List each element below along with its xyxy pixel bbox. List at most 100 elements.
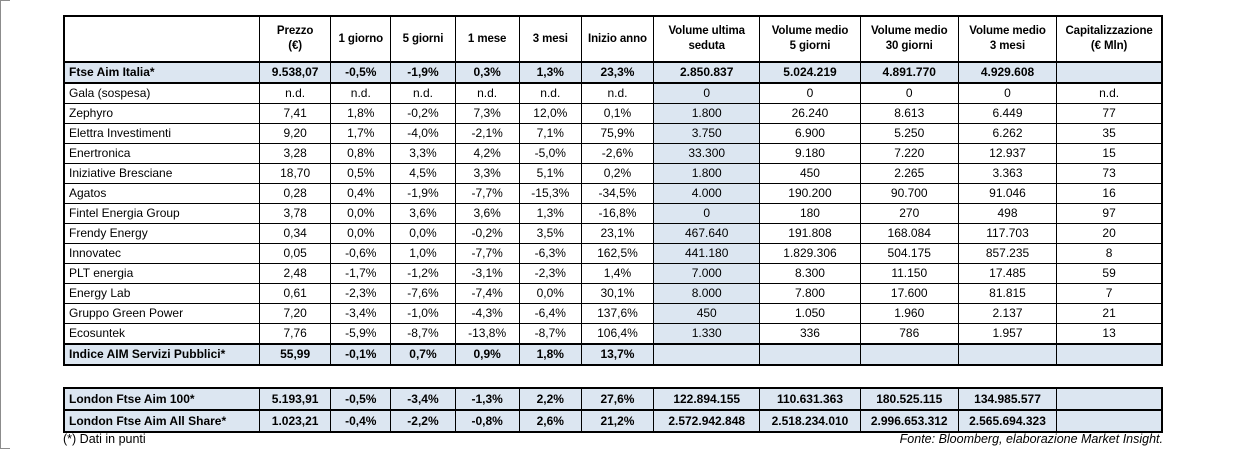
cell-g5: 0,7% <box>390 343 456 366</box>
cell-ytd: -16,8% <box>580 203 655 224</box>
cell-cap: 8 <box>1056 243 1163 264</box>
cell-ytd: 23,1% <box>580 223 655 244</box>
column-header-g5: 5 giorni <box>390 15 456 63</box>
cell-vol_30g: 90.700 <box>859 183 959 204</box>
row-label: Ftse Aim Italia* <box>63 61 261 84</box>
cell-prezzo: 7,76 <box>259 323 332 345</box>
footer: (*) Dati in punti Fonte: Bloomberg, elab… <box>63 432 1163 446</box>
cell-m1: -0,8% <box>454 409 520 433</box>
table-row: London Ftse Aim 100* 5.193,91 -0,5% -3,4% -1… <box>63 387 1163 411</box>
cell-prezzo: 1.023,21 <box>259 409 332 433</box>
cell-vol_5g: 110.631.363 <box>759 387 861 411</box>
cell-vol_ultima: 7.000 <box>653 263 761 284</box>
row-label: Energy Lab <box>63 283 261 304</box>
cell-ytd: 137,6% <box>580 303 655 324</box>
cell-m3: -8,7% <box>518 323 582 345</box>
cell-g1: -1,7% <box>330 263 392 284</box>
cell-vol_5g: 0 <box>759 82 861 104</box>
table-row: Iniziative Bresciane 18,70 0,5% 4,5% 3,3% 5,1… <box>63 163 1163 184</box>
table-row: Zephyro 7,41 1,8% -0,2% 7,3% 12,0% 0,1% 1.800 26… <box>63 103 1163 124</box>
row-label: London Ftse Aim 100* <box>63 387 261 411</box>
cell-m3: 1,8% <box>518 343 582 366</box>
cell-vol_5g <box>759 343 861 366</box>
cell-vol_5g: 6.900 <box>759 123 861 144</box>
cell-cap <box>1056 409 1163 433</box>
cell-vol_ultima: 33.300 <box>653 143 761 164</box>
cell-ytd: 30,1% <box>580 283 655 304</box>
cell-vol_30g: 8.613 <box>859 103 959 124</box>
cell-g5: 1,0% <box>390 243 456 264</box>
cell-g1: 0,8% <box>330 143 392 164</box>
cell-cap: 35 <box>1056 123 1163 144</box>
cell-g5: -2,2% <box>390 409 456 433</box>
cell-vol_3m: 857.235 <box>957 243 1058 264</box>
source-note: Fonte: Bloomberg, elaborazione Market In… <box>899 432 1163 446</box>
cell-g1: -5,9% <box>330 323 392 345</box>
row-label: Iniziative Bresciane <box>63 163 261 184</box>
cell-g1: 0,0% <box>330 203 392 224</box>
column-header-vol_30g: Volume medio 30 giorni <box>859 15 959 63</box>
cell-g5: -1,2% <box>390 263 456 284</box>
cell-g5: -7,6% <box>390 283 456 304</box>
cell-vol_ultima: 1.800 <box>653 103 761 124</box>
cell-g5: -0,2% <box>390 103 456 124</box>
cell-prezzo: 9.538,07 <box>259 61 332 84</box>
cell-vol_3m: 91.046 <box>957 183 1058 204</box>
cell-m3: 2,6% <box>518 409 582 433</box>
cell-m3: 1,3% <box>518 61 582 84</box>
page-edge-top-mark <box>0 0 10 1</box>
row-label: Zephyro <box>63 103 261 124</box>
column-header-m1: 1 mese <box>454 15 520 63</box>
row-label: PLT energia <box>63 263 261 284</box>
cell-vol_ultima: 122.894.155 <box>653 387 761 411</box>
cell-vol_ultima: 1.800 <box>653 163 761 184</box>
table-row: Enertronica 3,28 0,8% 3,3% 4,2% -5,0% -2,6% 33.… <box>63 143 1163 164</box>
cell-prezzo: 5.193,91 <box>259 387 332 411</box>
table-area: Prezzo (€) 1 giorno 5 giorni 1 mese 3 mesi Ini… <box>63 15 1163 433</box>
cell-g1: 0,0% <box>330 223 392 244</box>
cell-g1: 0,5% <box>330 163 392 184</box>
cell-g1: -2,3% <box>330 283 392 304</box>
table-row: Innovatec 0,05 -0,6% 1,0% -7,7% -6,3% 162,5% 44… <box>63 243 1163 264</box>
row-label: London Ftse Aim All Share* <box>63 409 261 433</box>
cell-m1: -7,7% <box>454 183 520 204</box>
cell-prezzo: 0,05 <box>259 243 332 264</box>
header-row: Prezzo (€) 1 giorno 5 giorni 1 mese 3 mesi Ini… <box>63 15 1163 63</box>
column-header-name <box>63 15 261 63</box>
cell-vol_30g: 11.150 <box>859 263 959 284</box>
cell-vol_5g: 1.829.306 <box>759 243 861 264</box>
cell-vol_ultima: 8.000 <box>653 283 761 304</box>
cell-vol_3m: 498 <box>957 203 1058 224</box>
cell-vol_3m: 117.703 <box>957 223 1058 244</box>
cell-m3: 2,2% <box>518 387 582 411</box>
cell-g5: -3,4% <box>390 387 456 411</box>
cell-vol_3m: 81.815 <box>957 283 1058 304</box>
cell-g5: -8,7% <box>390 323 456 345</box>
column-header-m3: 3 mesi <box>518 15 582 63</box>
cell-ytd: -34,5% <box>580 183 655 204</box>
cell-vol_30g: 4.891.770 <box>859 61 959 84</box>
page-edge-line <box>0 0 1 449</box>
cell-prezzo: 0,28 <box>259 183 332 204</box>
cell-vol_5g: 1.050 <box>759 303 861 324</box>
cell-prezzo: 55,99 <box>259 343 332 366</box>
cell-m3: -6,4% <box>518 303 582 324</box>
cell-ytd: 1,4% <box>580 263 655 284</box>
cell-vol_30g: 5.250 <box>859 123 959 144</box>
cell-ytd: 0,2% <box>580 163 655 184</box>
cell-cap: 15 <box>1056 143 1163 164</box>
cell-ytd: n.d. <box>580 82 655 104</box>
cell-vol_5g: 190.200 <box>759 183 861 204</box>
cell-cap <box>1056 387 1163 411</box>
cell-vol_30g: 504.175 <box>859 243 959 264</box>
cell-vol_3m: 2.137 <box>957 303 1058 324</box>
cell-prezzo: 7,20 <box>259 303 332 324</box>
table-row: Gala (sospesa) n.d. n.d. n.d. n.d. n.d. n.d. 0 0… <box>63 82 1163 104</box>
cell-vol_30g <box>859 343 959 366</box>
cell-g5: 4,5% <box>390 163 456 184</box>
cell-vol_3m <box>957 343 1058 366</box>
cell-vol_5g: 191.808 <box>759 223 861 244</box>
cell-vol_5g: 8.300 <box>759 263 861 284</box>
cell-m1: 0,3% <box>454 61 520 84</box>
cell-ytd: -2,6% <box>580 143 655 164</box>
